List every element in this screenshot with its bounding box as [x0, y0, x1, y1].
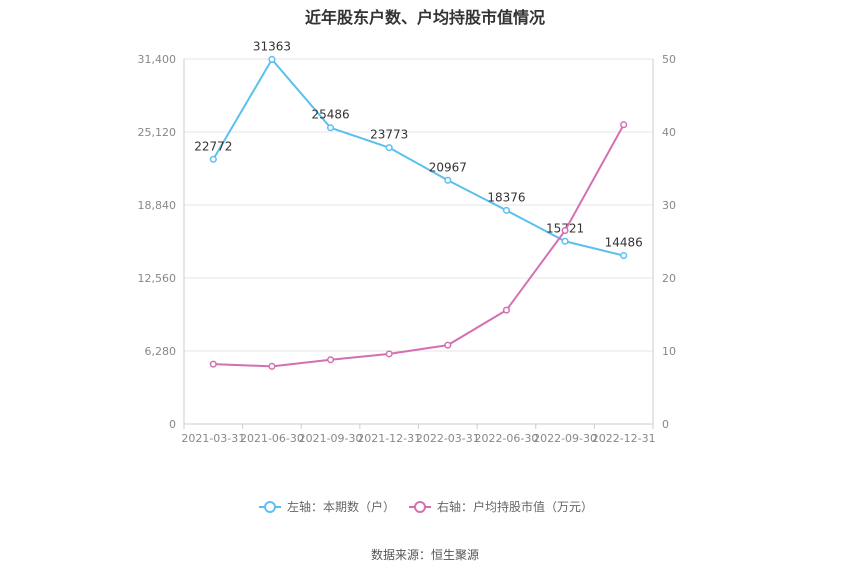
series-2-point — [444, 341, 452, 349]
series-2-point — [327, 356, 335, 364]
series-2-point — [620, 121, 628, 129]
x-tick-label: 2021-06-30 — [240, 432, 304, 445]
series-line-1 — [212, 57, 624, 257]
right-tick-label: 40 — [662, 126, 676, 139]
legend-swatch-marker — [414, 501, 426, 513]
right-tick-label: 20 — [662, 272, 676, 285]
series-line-2 — [213, 124, 625, 368]
series-2-point — [561, 227, 569, 235]
x-tick-label: 2022-06-30 — [474, 432, 538, 445]
left-tick-label: 25,120 — [138, 126, 177, 139]
data-label: 18376 — [487, 190, 525, 204]
left-tick-label: 12,560 — [138, 272, 177, 285]
series-1-point — [327, 124, 335, 132]
left-tick-label: 18,840 — [138, 199, 177, 212]
series-1-point — [385, 144, 393, 152]
data-label: 20967 — [429, 160, 467, 174]
left-tick-label: 31,400 — [138, 53, 177, 66]
data-label: 22772 — [194, 139, 232, 153]
chart-title: 近年股东户数、户均持股市值情况 — [304, 8, 545, 27]
x-tick-label: 2022-03-31 — [416, 432, 480, 445]
series-1-point — [444, 176, 452, 184]
x-tick-label: 2021-03-31 — [181, 432, 245, 445]
left-tick-label: 6,280 — [145, 345, 177, 358]
data-label: 31363 — [253, 39, 291, 53]
right-tick-label: 10 — [662, 345, 676, 358]
series-2-point — [209, 360, 217, 368]
x-tick-label: 2021-09-30 — [299, 432, 363, 445]
series-2-point — [385, 350, 393, 358]
series-1-point — [561, 237, 569, 245]
right-tick-label: 30 — [662, 199, 676, 212]
series-1-point — [502, 206, 510, 214]
x-tick-label: 2022-12-31 — [592, 432, 656, 445]
right-tick-label: 50 — [662, 53, 676, 66]
series-1-point — [209, 155, 217, 163]
x-tick-label: 2022-09-30 — [533, 432, 597, 445]
data-label: 14486 — [605, 236, 643, 250]
series-2-point — [502, 306, 510, 314]
legend-label: 左轴：本期数（户） — [287, 499, 395, 514]
series-2-point — [268, 362, 276, 370]
series-1-point — [268, 55, 276, 63]
right-tick-label: 0 — [662, 418, 669, 431]
data-label: 23773 — [370, 128, 408, 142]
data-source: 数据来源：恒生聚源 — [370, 548, 479, 562]
left-tick-label: 0 — [169, 418, 176, 431]
legend-label: 右轴：户均持股市值（万元） — [437, 499, 593, 514]
data-label: 25486 — [311, 108, 349, 122]
x-tick-label: 2021-12-31 — [357, 432, 421, 445]
series-1-point — [620, 252, 628, 260]
legend-swatch-marker — [264, 501, 276, 513]
